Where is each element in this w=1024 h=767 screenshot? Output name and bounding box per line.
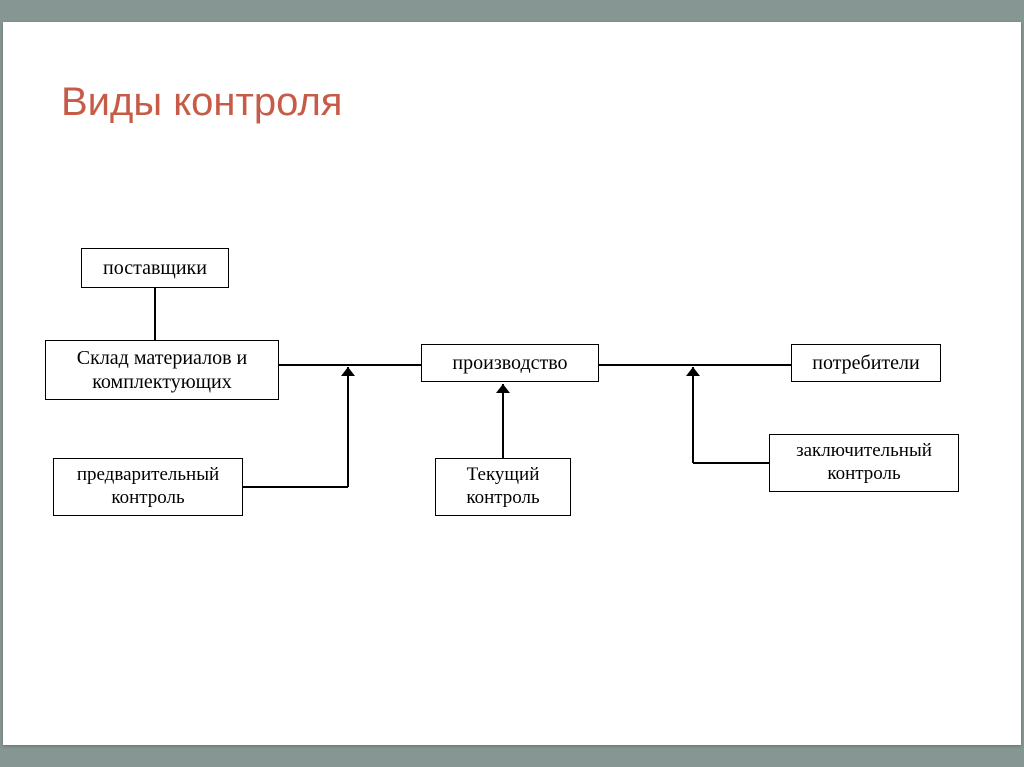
edge-segment <box>599 364 791 366</box>
stage-background: Виды контроля поставщикиСклад материалов… <box>0 0 1024 767</box>
edge-segment <box>693 462 769 464</box>
edge-segment <box>347 367 349 487</box>
node-warehouse: Склад материалов и комплектующих <box>45 340 279 400</box>
node-fin_ctrl: заключительный контроль <box>769 434 959 492</box>
edge-segment <box>502 384 504 458</box>
node-production: производство <box>421 344 599 382</box>
edge-segment <box>692 367 694 463</box>
node-suppliers: поставщики <box>81 248 229 288</box>
edge-segment <box>279 364 421 366</box>
edge-segment <box>243 486 348 488</box>
node-pre_ctrl: предварительный контроль <box>53 458 243 516</box>
edge-segment <box>154 288 156 340</box>
slide: Виды контроля поставщикиСклад материалов… <box>3 22 1021 745</box>
flowchart-diagram: поставщики Склад материалов и комплектующ… <box>3 22 1021 745</box>
arrowhead-icon <box>496 384 510 393</box>
node-cur_ctrl: Текущий контроль <box>435 458 571 516</box>
arrowhead-icon <box>341 367 355 376</box>
arrowhead-icon <box>686 367 700 376</box>
node-consumers: потребители <box>791 344 941 382</box>
